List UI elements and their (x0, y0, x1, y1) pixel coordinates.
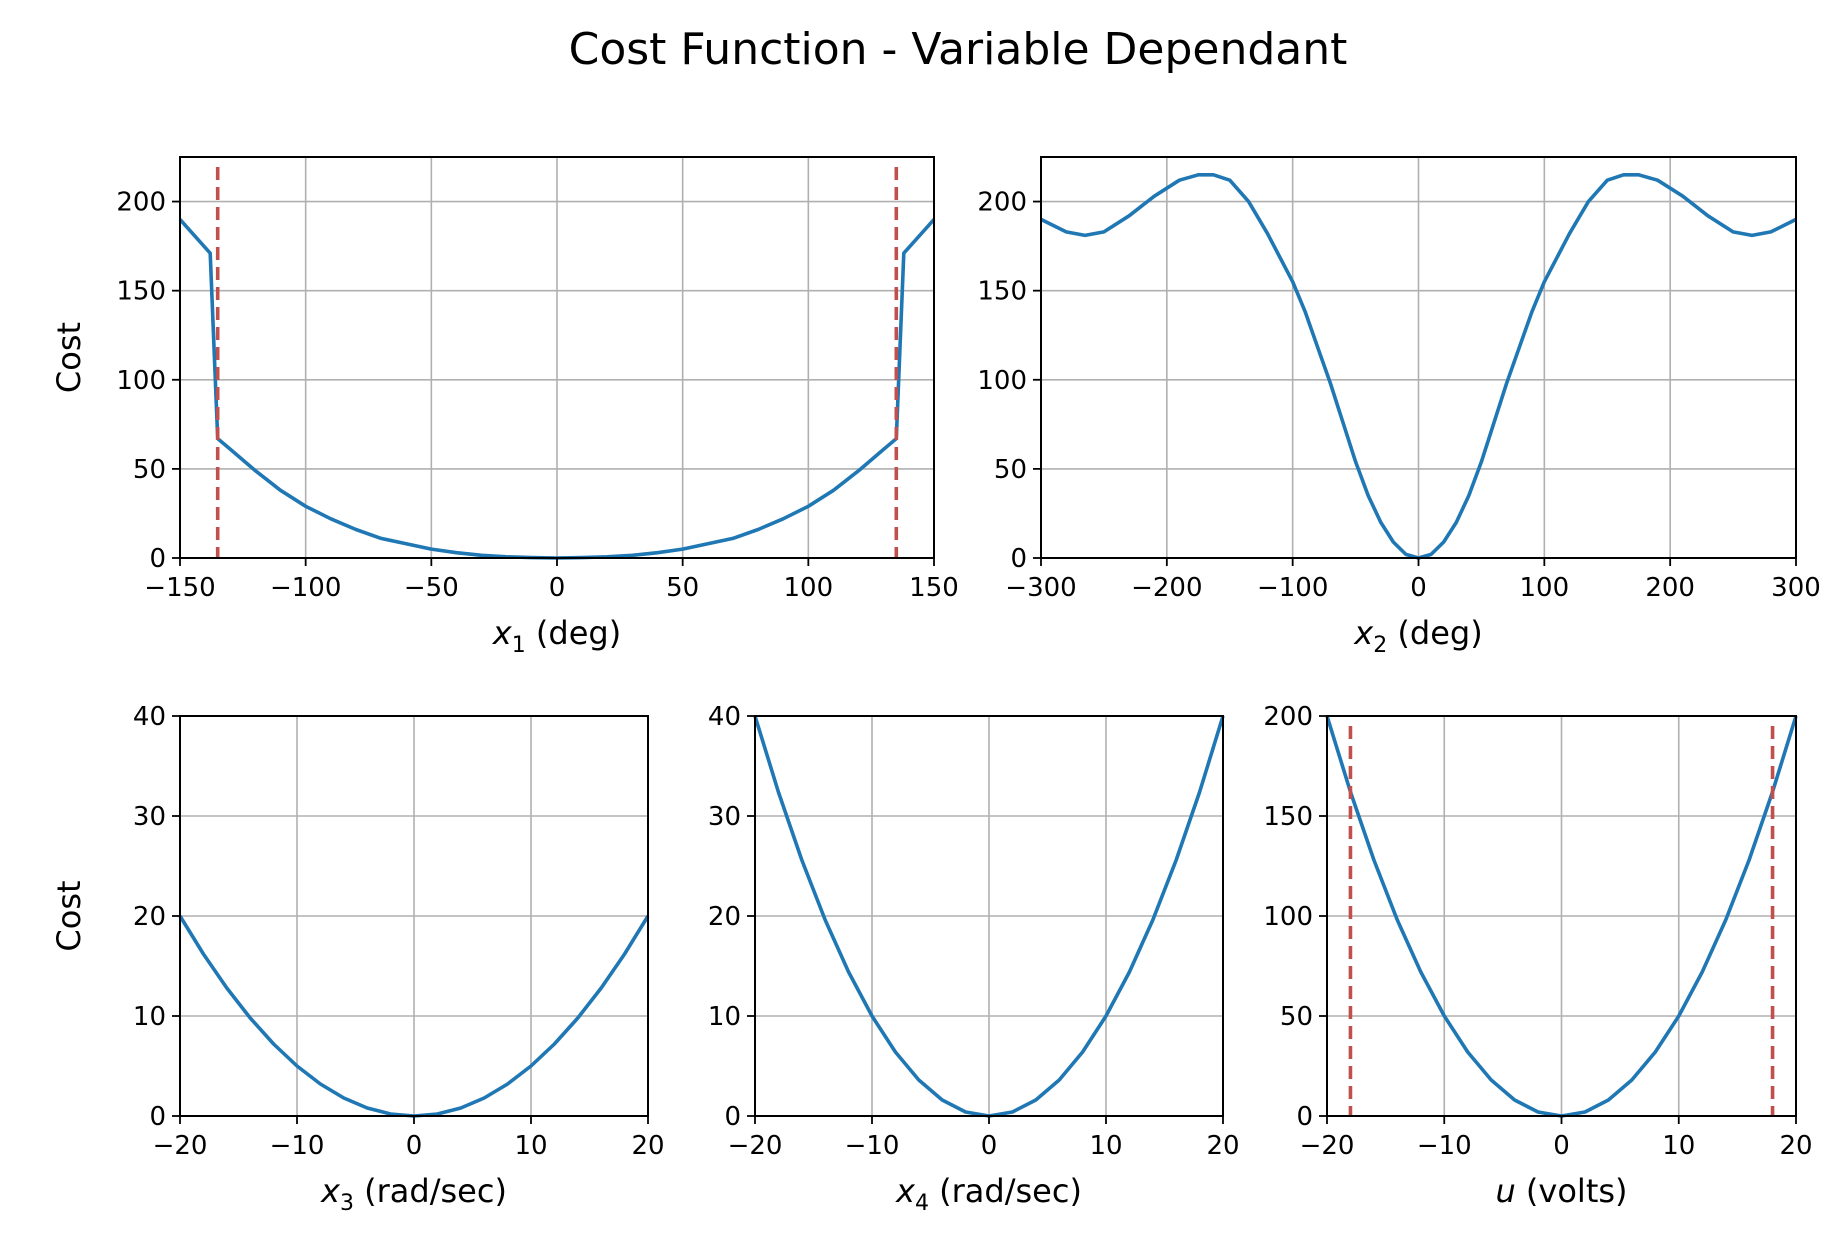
x-axis-label: x3 (rad/sec) (320, 1172, 507, 1216)
y-tick-label: 0 (149, 544, 166, 574)
y-tick-label: 100 (977, 366, 1027, 396)
x-tick-label: −300 (1005, 573, 1076, 603)
x-axis-label-sub: 1 (512, 633, 526, 658)
x-tick-label: −50 (404, 573, 459, 603)
x-tick-label: −10 (1417, 1131, 1472, 1161)
figure-title: Cost Function - Variable Dependant (569, 24, 1348, 75)
y-axis-label: Cost (50, 322, 88, 393)
y-tick-label: 0 (1296, 1102, 1313, 1132)
x-tick-label: 0 (406, 1131, 423, 1161)
x-tick-label: 200 (1645, 573, 1695, 603)
x-tick-label: 0 (981, 1131, 998, 1161)
y-tick-label: 0 (149, 1102, 166, 1132)
x-axis-label: u (volts) (1495, 1172, 1627, 1210)
x-axis-label-var: x (1353, 614, 1374, 652)
x-tick-label: −10 (845, 1131, 900, 1161)
x-tick-label: 50 (666, 573, 699, 603)
x-tick-label: 0 (549, 573, 566, 603)
x-tick-label: 20 (1779, 1131, 1812, 1161)
y-tick-label: 200 (977, 188, 1027, 218)
y-tick-label: 40 (133, 702, 166, 732)
x-axis-label-var: u (1495, 1172, 1515, 1210)
chart-x2: −300 −200 −100 0 100 200 300 0 50 100 150 200 x2 (de… (977, 156, 1821, 658)
x-axis-label-unit: (deg) (1387, 614, 1482, 652)
x-tick-label: −150 (144, 573, 215, 603)
x-axis-label: x1 (deg) (492, 614, 621, 658)
y-tick-label: 40 (708, 702, 741, 732)
y-tick-label: 150 (1263, 802, 1313, 832)
x-axis-label-sub: 4 (915, 1191, 929, 1216)
x-axis-label-sub: 2 (1373, 633, 1387, 658)
y-tick-label: 20 (133, 902, 166, 932)
y-tick-label: 0 (724, 1102, 741, 1132)
y-tick-label: 30 (708, 802, 741, 832)
x-tick-label: 300 (1771, 573, 1821, 603)
x-tick-label: −20 (153, 1131, 208, 1161)
chart-x1: −150 −100 −50 0 50 100 150 0 50 100 150 200 x1 (deg)… (50, 156, 959, 658)
x-axis-label: x4 (rad/sec) (895, 1172, 1082, 1216)
x-tick-label: 100 (1520, 573, 1570, 603)
y-tick-label: 30 (133, 802, 166, 832)
y-tick-label: 100 (1263, 902, 1313, 932)
x-axis-label-unit: (volts) (1516, 1172, 1628, 1210)
x-tick-label: 100 (784, 573, 834, 603)
x-axis-label-unit: (deg) (526, 614, 621, 652)
y-tick-label: 100 (116, 366, 166, 396)
chart-x3: −20 −10 0 10 20 0 10 20 30 40 x3 (rad/sec) Cost (50, 702, 665, 1216)
y-tick-label: 50 (1280, 1002, 1313, 1032)
x-tick-label: 20 (631, 1131, 664, 1161)
x-tick-label: 150 (909, 573, 959, 603)
y-tick-label: 150 (116, 277, 166, 307)
y-tick-label: 50 (994, 455, 1027, 485)
x-tick-label: −10 (270, 1131, 325, 1161)
x-tick-label: 0 (1553, 1131, 1570, 1161)
x-axis-label-var: x (492, 614, 513, 652)
chart-x4: −20 −10 0 10 20 0 10 20 30 40 x4 (rad/sec) (708, 702, 1240, 1216)
y-tick-label: 200 (1263, 702, 1313, 732)
y-tick-label: 0 (1010, 544, 1027, 574)
x-tick-label: −100 (1257, 573, 1328, 603)
y-tick-label: 150 (977, 277, 1027, 307)
y-tick-label: 50 (133, 455, 166, 485)
x-tick-label: −20 (728, 1131, 783, 1161)
y-axis-label: Cost (50, 880, 88, 951)
x-tick-label: −100 (270, 573, 341, 603)
x-tick-label: −200 (1131, 573, 1202, 603)
x-axis-label-var: x (320, 1172, 341, 1210)
y-tick-label: 200 (116, 188, 166, 218)
x-axis-label-unit: (rad/sec) (929, 1172, 1082, 1210)
y-tick-label: 10 (708, 1002, 741, 1032)
x-tick-label: −20 (1300, 1131, 1355, 1161)
x-tick-label: 10 (1089, 1131, 1122, 1161)
x-tick-label: 10 (514, 1131, 547, 1161)
x-axis-label-sub: 3 (340, 1191, 354, 1216)
x-tick-label: 10 (1662, 1131, 1695, 1161)
x-axis-label: x2 (deg) (1353, 614, 1482, 658)
x-axis-label-unit: (rad/sec) (354, 1172, 507, 1210)
y-tick-label: 10 (133, 1002, 166, 1032)
x-tick-label: 20 (1206, 1131, 1239, 1161)
y-tick-label: 20 (708, 902, 741, 932)
x-axis-label-var: x (895, 1172, 916, 1210)
x-tick-label: 0 (1410, 573, 1427, 603)
